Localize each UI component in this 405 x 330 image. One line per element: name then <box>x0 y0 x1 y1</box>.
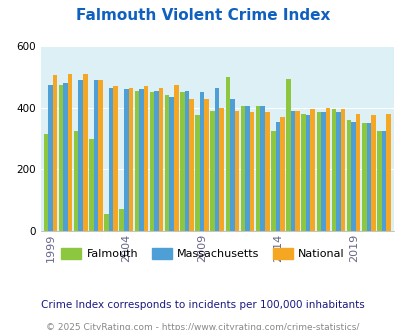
Bar <box>128 88 133 231</box>
Bar <box>381 131 385 231</box>
Bar <box>113 86 117 231</box>
Bar <box>245 106 249 231</box>
Bar <box>63 83 68 231</box>
Bar <box>164 95 169 231</box>
Bar <box>195 115 199 231</box>
Bar <box>316 113 320 231</box>
Bar <box>189 99 193 231</box>
Bar <box>234 111 239 231</box>
Bar <box>59 85 63 231</box>
Bar <box>68 74 72 231</box>
Bar <box>180 92 184 231</box>
Bar <box>174 85 178 231</box>
Bar <box>271 131 275 231</box>
Legend: Falmouth, Massachusetts, National: Falmouth, Massachusetts, National <box>56 244 349 263</box>
Bar <box>154 91 158 231</box>
Bar <box>199 92 204 231</box>
Bar <box>158 88 163 231</box>
Bar <box>294 111 299 231</box>
Text: © 2025 CityRating.com - https://www.cityrating.com/crime-statistics/: © 2025 CityRating.com - https://www.city… <box>46 323 359 330</box>
Bar <box>376 131 381 231</box>
Bar <box>230 99 234 231</box>
Bar <box>335 113 340 231</box>
Bar <box>134 91 139 231</box>
Bar <box>214 88 219 231</box>
Bar <box>169 97 174 231</box>
Bar <box>260 106 264 231</box>
Bar <box>225 77 230 231</box>
Bar <box>53 76 57 231</box>
Bar <box>340 109 345 231</box>
Bar <box>385 114 390 231</box>
Bar <box>149 92 154 231</box>
Bar <box>83 74 87 231</box>
Bar <box>184 91 189 231</box>
Bar <box>124 89 128 231</box>
Bar <box>286 79 290 231</box>
Bar <box>290 111 294 231</box>
Bar <box>346 120 350 231</box>
Bar <box>350 122 355 231</box>
Bar <box>320 113 325 231</box>
Bar <box>109 88 113 231</box>
Bar <box>48 85 53 231</box>
Bar <box>331 109 335 231</box>
Bar <box>89 139 94 231</box>
Bar <box>210 111 214 231</box>
Text: Falmouth Violent Crime Index: Falmouth Violent Crime Index <box>76 8 329 23</box>
Bar <box>325 108 329 231</box>
Bar <box>78 80 83 231</box>
Bar <box>355 114 360 231</box>
Bar <box>279 117 284 231</box>
Bar <box>305 115 310 231</box>
Bar <box>366 123 370 231</box>
Bar <box>249 113 254 231</box>
Bar <box>275 122 279 231</box>
Bar <box>370 115 375 231</box>
Bar <box>264 113 269 231</box>
Bar <box>204 99 208 231</box>
Text: Crime Index corresponds to incidents per 100,000 inhabitants: Crime Index corresponds to incidents per… <box>41 300 364 310</box>
Bar <box>301 114 305 231</box>
Bar <box>143 86 148 231</box>
Bar <box>139 89 143 231</box>
Bar <box>104 214 109 231</box>
Bar <box>310 109 314 231</box>
Bar <box>94 80 98 231</box>
Bar <box>240 106 245 231</box>
Bar <box>119 210 124 231</box>
Bar <box>74 131 78 231</box>
Bar <box>255 106 260 231</box>
Bar <box>98 80 102 231</box>
Bar <box>361 123 366 231</box>
Bar <box>43 134 48 231</box>
Bar <box>219 108 224 231</box>
